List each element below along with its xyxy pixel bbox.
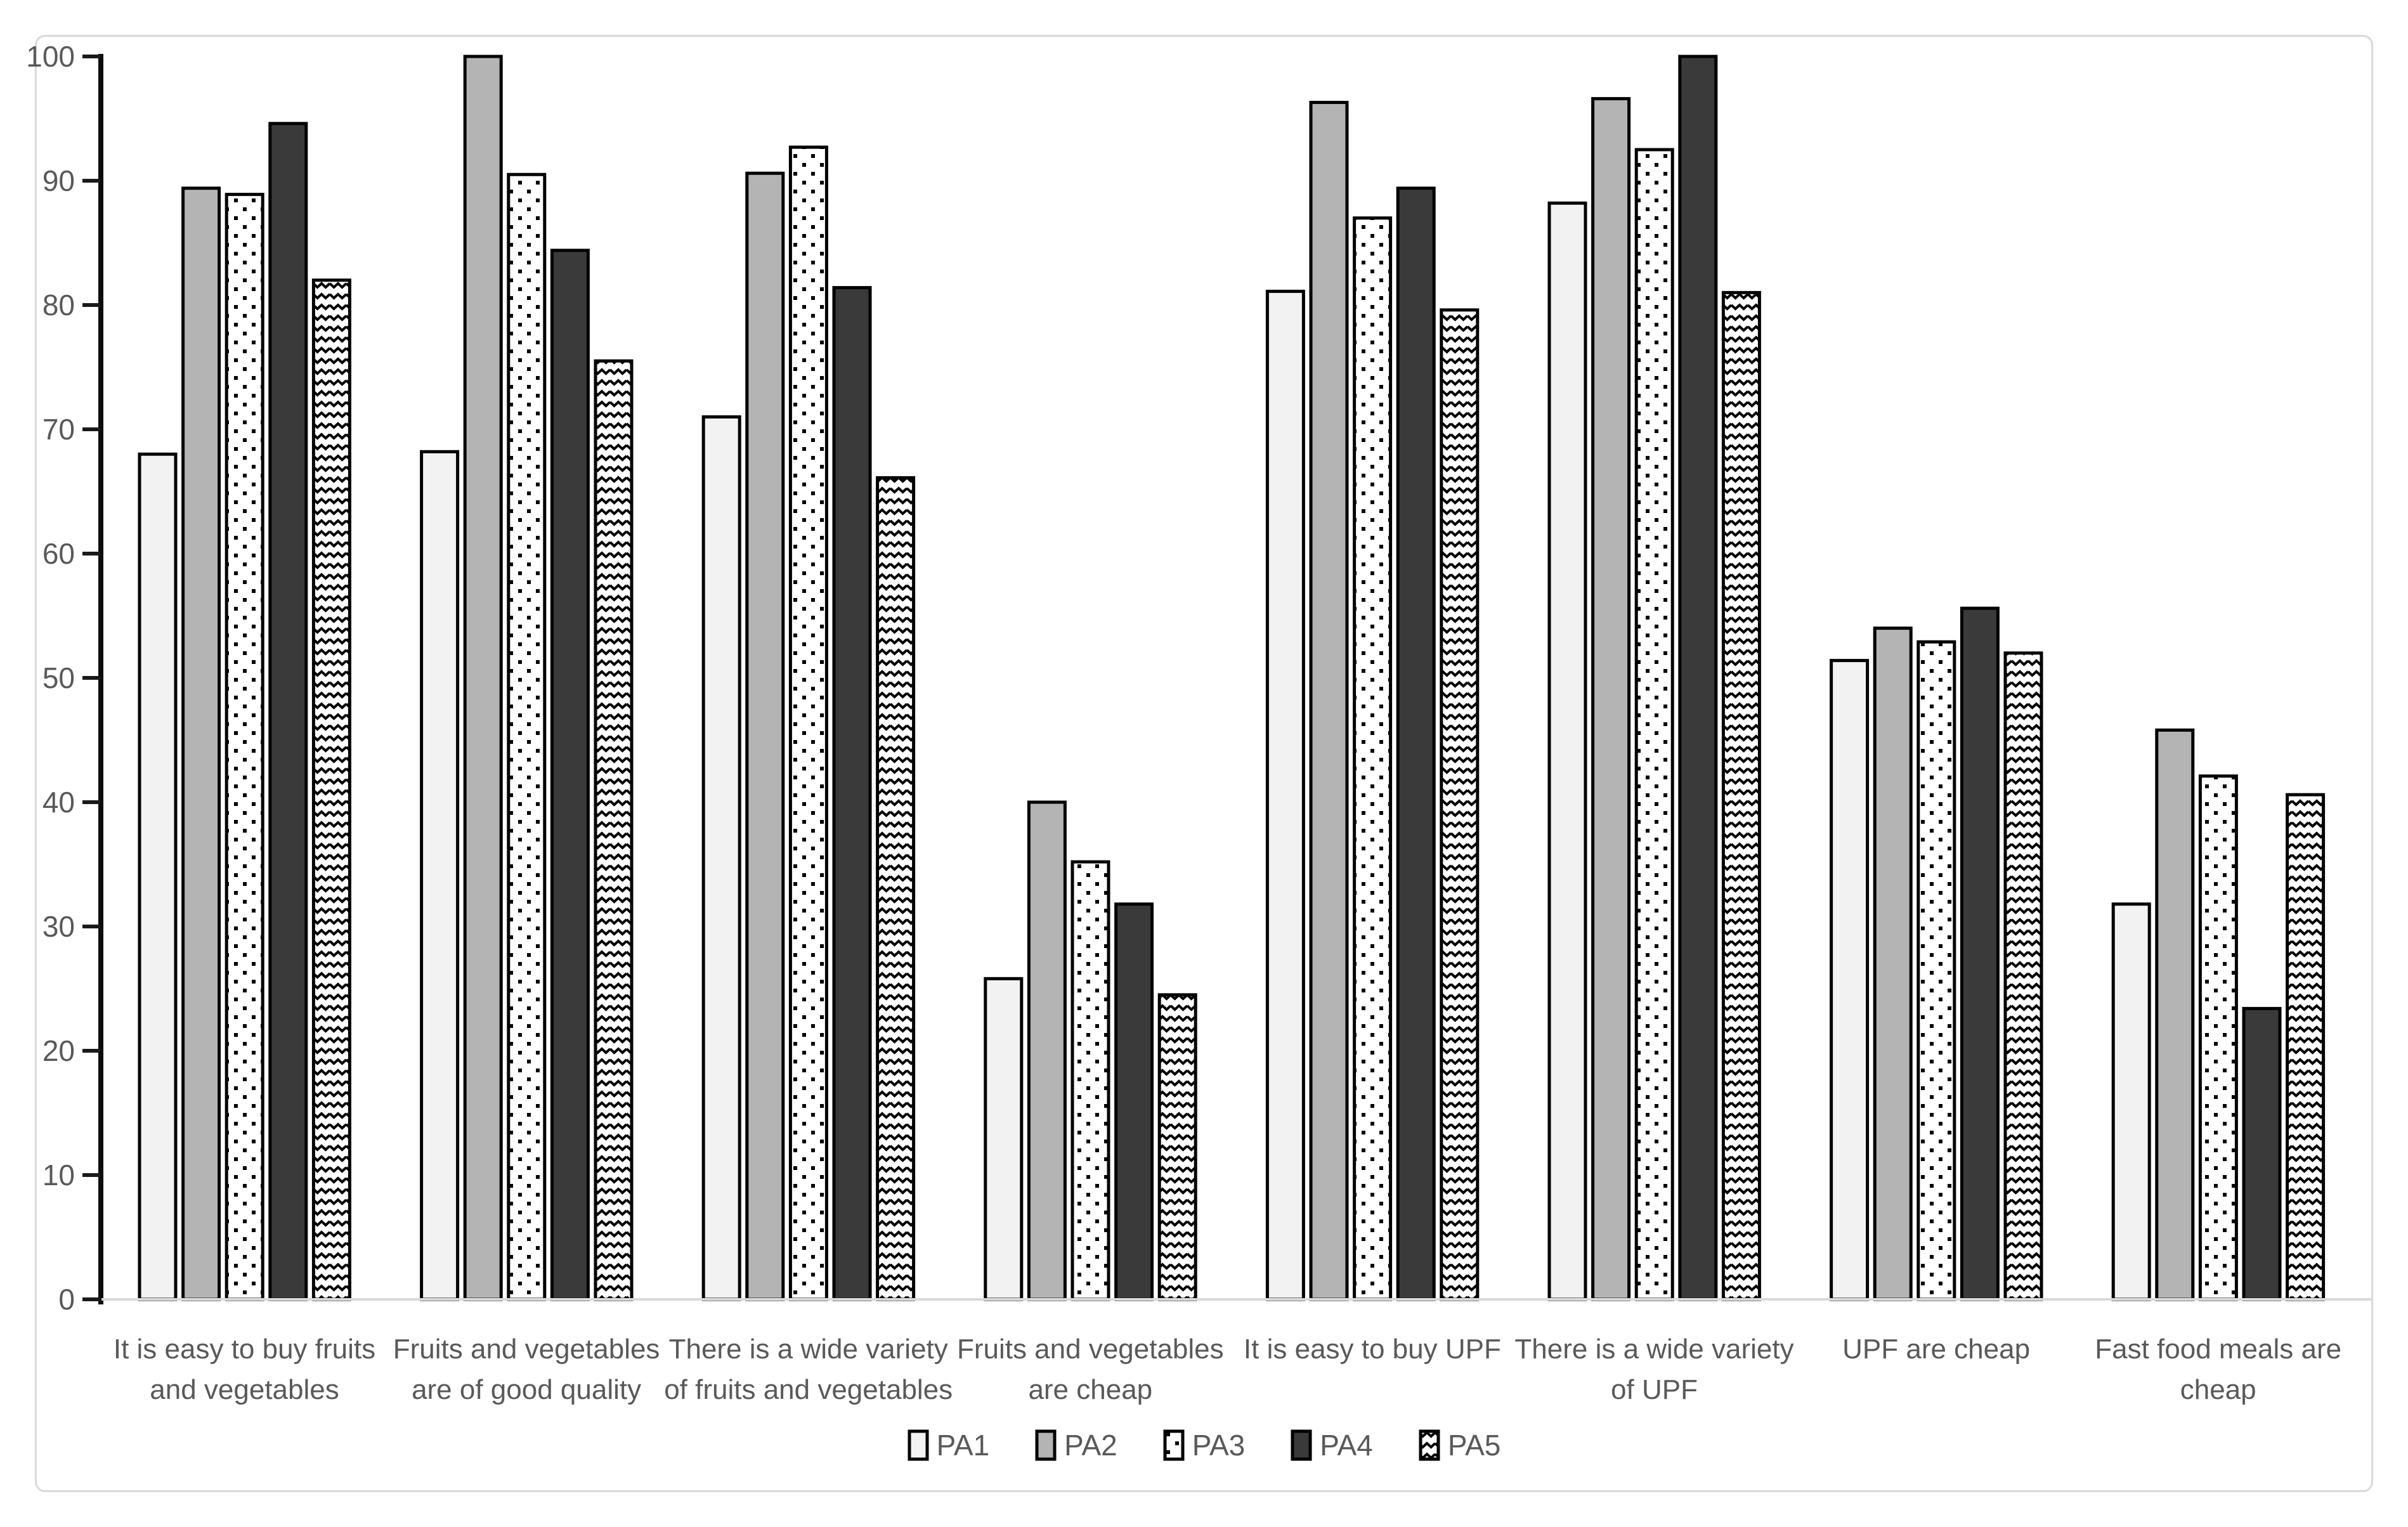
bar-pa5-group4 [1157,993,1197,1301]
bar-pa3-group1 [225,193,264,1301]
bar-pa4-group3 [832,286,872,1301]
legend-label-pa5: PA5 [1447,1429,1501,1462]
legend-swatch-pa5-icon [1419,1429,1440,1461]
bar-pa5-group1 [311,278,351,1301]
y-tick-label-80: 80 [42,289,75,322]
bar-pa3-group6 [1634,148,1674,1301]
legend-swatch-pa3-icon [1163,1429,1185,1461]
bar-pa2-group6 [1591,97,1631,1301]
bar-pa4-group2 [550,249,590,1301]
bar-pa2-group1 [181,186,221,1301]
y-tick-mark-20 [82,1049,100,1053]
bar-pa4-group5 [1396,186,1436,1301]
y-tick-label-50: 50 [42,661,75,694]
y-tick-mark-70 [82,427,100,431]
bar-pa5-group6 [1721,290,1761,1301]
bar-pa3-group5 [1353,216,1393,1301]
legend-label-pa4: PA4 [1320,1429,1373,1462]
bar-pa1-group4 [984,977,1024,1301]
x-axis-line [101,1298,2373,1301]
bar-pa2-group2 [463,55,503,1301]
bar-pa2-group8 [2155,728,2195,1301]
bar-pa1-group6 [1547,201,1587,1301]
legend-item-pa2: PA2 [1035,1428,1117,1462]
bar-pa2-group5 [1309,101,1349,1301]
bar-pa3-group3 [788,145,828,1301]
x-axis-label-2: Fruits and vegetables are of good qualit… [393,1334,660,1405]
y-tick-label-70: 70 [42,413,75,446]
y-tick-mark-80 [82,303,100,307]
y-tick-mark-40 [82,800,100,804]
bar-pa5-group3 [876,476,916,1301]
legend-item-pa3: PA3 [1163,1428,1246,1462]
y-tick-label-10: 10 [42,1159,75,1192]
bar-pa4-group7 [1960,606,2000,1301]
bar-pa4-group6 [1678,55,1718,1301]
legend-label-pa1: PA1 [936,1429,990,1462]
legend-swatch-pa1-icon [908,1429,929,1461]
bar-pa3-group7 [1917,640,1956,1301]
legend-swatch-pa4-icon [1291,1429,1312,1461]
y-axis-line [98,54,103,1304]
y-tick-mark-60 [82,552,100,556]
bar-pa5-group8 [2286,793,2326,1301]
x-axis-label-1: It is easy to buy fruits and vegetables [113,1334,376,1405]
legend-item-pa4: PA4 [1291,1428,1373,1462]
y-tick-label-60: 60 [42,537,75,570]
bar-pa1-group5 [1265,289,1305,1301]
x-axis-label-3: There is a wide variety of fruits and ve… [664,1334,953,1405]
bar-pa1-group7 [1830,659,1870,1301]
legend-item-pa5: PA5 [1419,1428,1501,1462]
y-tick-label-90: 90 [42,164,75,197]
bar-pa2-group3 [745,171,785,1301]
bar-pa1-group2 [420,450,460,1301]
x-axis-label-4: Fruits and vegetables are cheap [956,1334,1224,1405]
x-axis-label-8: Fast food meals are cheap [2095,1334,2342,1405]
y-tick-mark-10 [82,1173,100,1177]
legend-swatch-pa2-icon [1035,1429,1057,1461]
bar-pa1-group1 [138,452,178,1301]
bar-pa2-group7 [1873,627,1913,1301]
bar-pa3-group8 [2198,774,2238,1301]
y-tick-mark-90 [82,179,100,183]
x-axis-label-5: It is easy to buy UPF [1243,1334,1501,1365]
bar-pa5-group2 [594,359,634,1301]
y-tick-label-0: 0 [58,1283,75,1316]
bar-pa4-group4 [1114,902,1154,1301]
bar-pa1-group8 [2111,902,2151,1301]
y-tick-mark-0 [82,1297,100,1301]
bar-pa1-group3 [701,415,741,1301]
legend-label-pa3: PA3 [1192,1429,1246,1462]
y-tick-label-20: 20 [42,1034,75,1067]
y-tick-mark-30 [82,925,100,928]
bar-pa4-group1 [268,122,308,1301]
bar-pa5-group5 [1440,308,1480,1301]
legend-item-pa1: PA1 [908,1428,990,1462]
bar-pa4-group8 [2242,1006,2282,1301]
legend: PA1 PA2 PA3 PA4 PA5 [0,1428,2408,1462]
bar-pa3-group2 [507,172,547,1301]
x-axis-label-6: There is a wide variety of UPF [1514,1334,1794,1405]
y-tick-mark-50 [82,676,100,680]
y-tick-label-30: 30 [42,910,75,943]
bar-pa2-group4 [1027,800,1067,1301]
y-tick-mark-100 [82,55,100,58]
legend-label-pa2: PA2 [1064,1429,1117,1462]
y-tick-label-100: 100 [26,40,75,73]
bar-pa5-group7 [2003,651,2043,1301]
y-tick-label-40: 40 [42,786,75,819]
bar-pa3-group4 [1071,860,1110,1301]
x-axis-label-7: UPF are cheap [1842,1334,2031,1365]
